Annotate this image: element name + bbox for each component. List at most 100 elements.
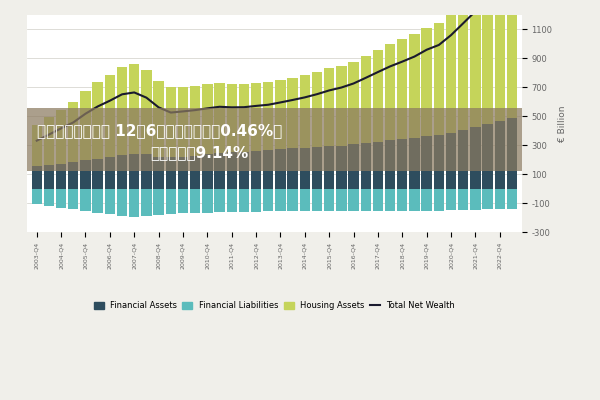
Bar: [299, 148, 310, 189]
Bar: [312, 147, 322, 189]
Bar: [507, 118, 517, 189]
Bar: [178, 189, 188, 213]
Bar: [129, 154, 139, 189]
Bar: [324, 189, 334, 211]
Bar: [458, 189, 469, 210]
Bar: [312, 189, 322, 211]
Bar: [263, 82, 274, 150]
Bar: [421, 136, 432, 189]
Bar: [117, 67, 127, 155]
Bar: [80, 91, 91, 160]
Bar: [202, 189, 212, 212]
Bar: [434, 189, 444, 210]
Bar: [275, 149, 286, 189]
Bar: [287, 78, 298, 148]
Bar: [141, 70, 152, 154]
Bar: [32, 125, 42, 166]
Bar: [263, 189, 274, 212]
Bar: [44, 189, 54, 206]
Bar: [397, 40, 407, 139]
Bar: [434, 135, 444, 189]
Bar: [385, 140, 395, 189]
Bar: [178, 156, 188, 189]
Bar: [32, 189, 42, 204]
Bar: [44, 118, 54, 165]
Bar: [373, 189, 383, 211]
Bar: [239, 189, 249, 212]
Bar: [470, 0, 481, 127]
Bar: [68, 162, 79, 189]
Bar: [458, 130, 469, 189]
Bar: [80, 160, 91, 189]
Bar: [263, 150, 274, 189]
Bar: [68, 102, 79, 162]
Bar: [361, 143, 371, 189]
Bar: [190, 156, 200, 189]
Bar: [227, 84, 237, 152]
Bar: [470, 127, 481, 189]
Bar: [251, 151, 261, 189]
Bar: [251, 83, 261, 151]
Bar: [361, 56, 371, 143]
Bar: [104, 189, 115, 214]
Bar: [324, 68, 334, 146]
Bar: [92, 189, 103, 213]
Bar: [154, 189, 164, 215]
Bar: [494, 0, 505, 121]
Bar: [117, 189, 127, 216]
Bar: [446, 132, 456, 189]
Bar: [117, 155, 127, 189]
Bar: [349, 189, 359, 210]
Bar: [458, 2, 469, 130]
Bar: [178, 87, 188, 156]
Bar: [397, 189, 407, 211]
Bar: [409, 189, 419, 211]
Bar: [129, 189, 139, 217]
Bar: [44, 165, 54, 189]
Text: 转股溢价率9.14%: 转股溢价率9.14%: [151, 145, 249, 160]
Bar: [104, 75, 115, 157]
Bar: [470, 189, 481, 210]
Bar: [385, 44, 395, 140]
Bar: [141, 154, 152, 189]
Bar: [141, 189, 152, 216]
Bar: [239, 152, 249, 189]
Bar: [227, 189, 237, 212]
Bar: [287, 189, 298, 211]
Bar: [190, 86, 200, 156]
Bar: [251, 189, 261, 212]
Bar: [312, 72, 322, 147]
Bar: [214, 189, 225, 212]
Bar: [494, 189, 505, 209]
Bar: [336, 66, 347, 146]
Bar: [32, 166, 42, 189]
Y-axis label: € Billion: € Billion: [558, 105, 567, 142]
Bar: [397, 139, 407, 189]
Bar: [446, 14, 456, 132]
Bar: [275, 80, 286, 149]
Bar: [373, 50, 383, 142]
Bar: [104, 157, 115, 189]
Bar: [214, 153, 225, 189]
Bar: [287, 148, 298, 189]
Bar: [409, 138, 419, 189]
Bar: [494, 121, 505, 189]
Bar: [482, 0, 493, 124]
Legend: Financial Assets, Financial Liabilities, Housing Assets, Total Net Wealth: Financial Assets, Financial Liabilities,…: [94, 302, 455, 310]
Bar: [349, 62, 359, 144]
Bar: [166, 87, 176, 157]
Bar: [68, 189, 79, 209]
Bar: [482, 124, 493, 189]
Bar: [166, 189, 176, 214]
Bar: [275, 189, 286, 211]
Bar: [80, 189, 91, 211]
Bar: [434, 23, 444, 135]
Bar: [239, 84, 249, 152]
Bar: [227, 152, 237, 189]
Bar: [421, 189, 432, 211]
Bar: [421, 28, 432, 136]
Bar: [482, 189, 493, 209]
Bar: [299, 189, 310, 211]
Bar: [507, 189, 517, 208]
Bar: [92, 158, 103, 189]
